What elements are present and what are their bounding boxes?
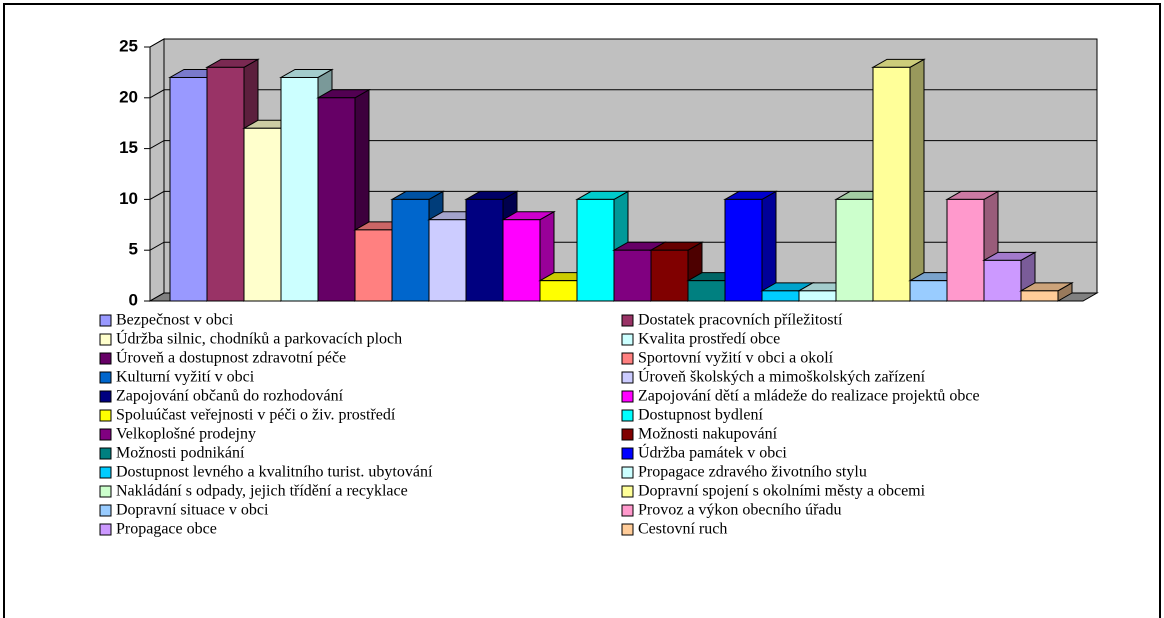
legend-label: Údržba památek v obci <box>638 443 787 462</box>
legend-swatch <box>621 333 634 346</box>
bar <box>649 241 704 302</box>
y-tick-label: 25 <box>119 36 138 55</box>
legend-label: Dopravní situace v obci <box>116 502 269 519</box>
legend-label: Spoluúčast veřejnosti v péči o živ. pros… <box>116 407 396 424</box>
bar-front <box>354 229 393 302</box>
legend-swatch <box>621 314 634 327</box>
legend-swatch <box>99 371 112 384</box>
legend-label: Dostupnost levného a kvalitního turist. … <box>116 464 433 481</box>
legend-swatch <box>99 504 112 517</box>
legend-label: Velkoplošné prodejny <box>116 426 256 443</box>
legend-label: Zapojování dětí a mládeže do realizace p… <box>638 388 980 405</box>
bar-front <box>317 97 356 302</box>
legend-label: Zapojování občanů do rozhodování <box>116 388 344 405</box>
grid-line <box>149 89 1097 99</box>
bar-front <box>465 198 504 302</box>
y-tick-label: 10 <box>119 189 138 208</box>
bar-front <box>761 290 800 302</box>
bar-front <box>613 249 652 302</box>
bar-front <box>909 280 948 302</box>
bar-front <box>798 290 837 302</box>
bar-front <box>391 198 430 302</box>
bar-front <box>206 66 245 302</box>
bar-front <box>539 280 578 302</box>
bar-front <box>835 198 874 302</box>
legend-swatch <box>621 485 634 498</box>
legend-swatch <box>99 390 112 403</box>
legend-label: Dostupnost bydlení <box>638 407 763 424</box>
legend-label: Propagace zdravého životního stylu <box>638 464 867 481</box>
y-tick-label: 20 <box>119 87 138 106</box>
bar-front <box>724 198 763 302</box>
bar <box>982 251 1037 302</box>
y-tick-label: 5 <box>129 240 138 259</box>
legend-label: Dopravní spojení s okolními městy a obce… <box>638 483 926 500</box>
bar-front <box>687 280 726 302</box>
legend-label: Úroveň a dostupnost zdravotní péče <box>116 348 346 367</box>
legend-swatch <box>99 485 112 498</box>
bar-front <box>983 259 1022 302</box>
legend-swatch <box>621 523 634 536</box>
side-wall <box>149 38 165 302</box>
grid-line <box>149 190 1097 200</box>
grid-line <box>149 38 1097 48</box>
legend-label: Nakládání s odpady, jejich třídění a rec… <box>116 483 408 500</box>
legend-label: Kvalita prostředí obce <box>638 331 780 348</box>
bar <box>723 190 778 302</box>
y-tick-label: 0 <box>129 290 138 309</box>
legend-swatch <box>99 333 112 346</box>
legend-label: Propagace obce <box>116 521 217 538</box>
bar-front <box>1020 290 1059 302</box>
bar-front <box>872 66 911 302</box>
bar-front <box>243 127 282 302</box>
legend-swatch <box>621 409 634 422</box>
legend-swatch <box>621 466 634 479</box>
bar-side <box>909 58 925 302</box>
bar <box>945 190 1000 302</box>
frame <box>3 3 1161 618</box>
legend-swatch <box>621 352 634 365</box>
legend-swatch <box>621 371 634 384</box>
legend-label: Sportovní vyžití v obci a okolí <box>638 350 834 367</box>
legend-swatch <box>621 447 634 460</box>
legend-label: Dostatek pracovních příležitostí <box>638 312 843 329</box>
legend-swatch <box>99 352 112 365</box>
bar-front <box>502 219 541 302</box>
legend-label: Cestovní ruch <box>638 521 727 538</box>
legend-label: Úroveň školských a mimoškolských zařízen… <box>638 367 926 386</box>
bar-front <box>946 198 985 302</box>
legend-label: Možnosti nakupování <box>638 426 778 443</box>
legend-swatch <box>621 390 634 403</box>
bar-front <box>650 249 689 302</box>
legend-label: Údržba silnic, chodníků a parkovacích pl… <box>116 329 402 348</box>
legend-swatch <box>99 409 112 422</box>
legend-swatch <box>621 428 634 441</box>
legend-swatch <box>99 466 112 479</box>
y-tick-label: 15 <box>119 138 138 157</box>
legend-label: Kulturní vyžití v obci <box>116 369 255 386</box>
legend-swatch <box>99 428 112 441</box>
grid-line <box>149 140 1097 150</box>
legend-swatch <box>99 447 112 460</box>
legend-label: Možnosti podnikání <box>116 445 245 462</box>
bar-front <box>576 198 615 302</box>
bar-front <box>169 76 208 302</box>
legend-swatch <box>621 504 634 517</box>
legend-label: Bezpečnost v obci <box>116 312 234 329</box>
bar-front <box>280 76 319 302</box>
bar <box>871 58 926 302</box>
legend-label: Provoz a výkon obecního úřadu <box>638 502 842 519</box>
bar <box>1019 281 1074 302</box>
grid-line <box>149 241 1097 251</box>
bar-front <box>428 219 467 302</box>
legend-swatch <box>99 314 112 327</box>
legend-swatch <box>99 523 112 536</box>
